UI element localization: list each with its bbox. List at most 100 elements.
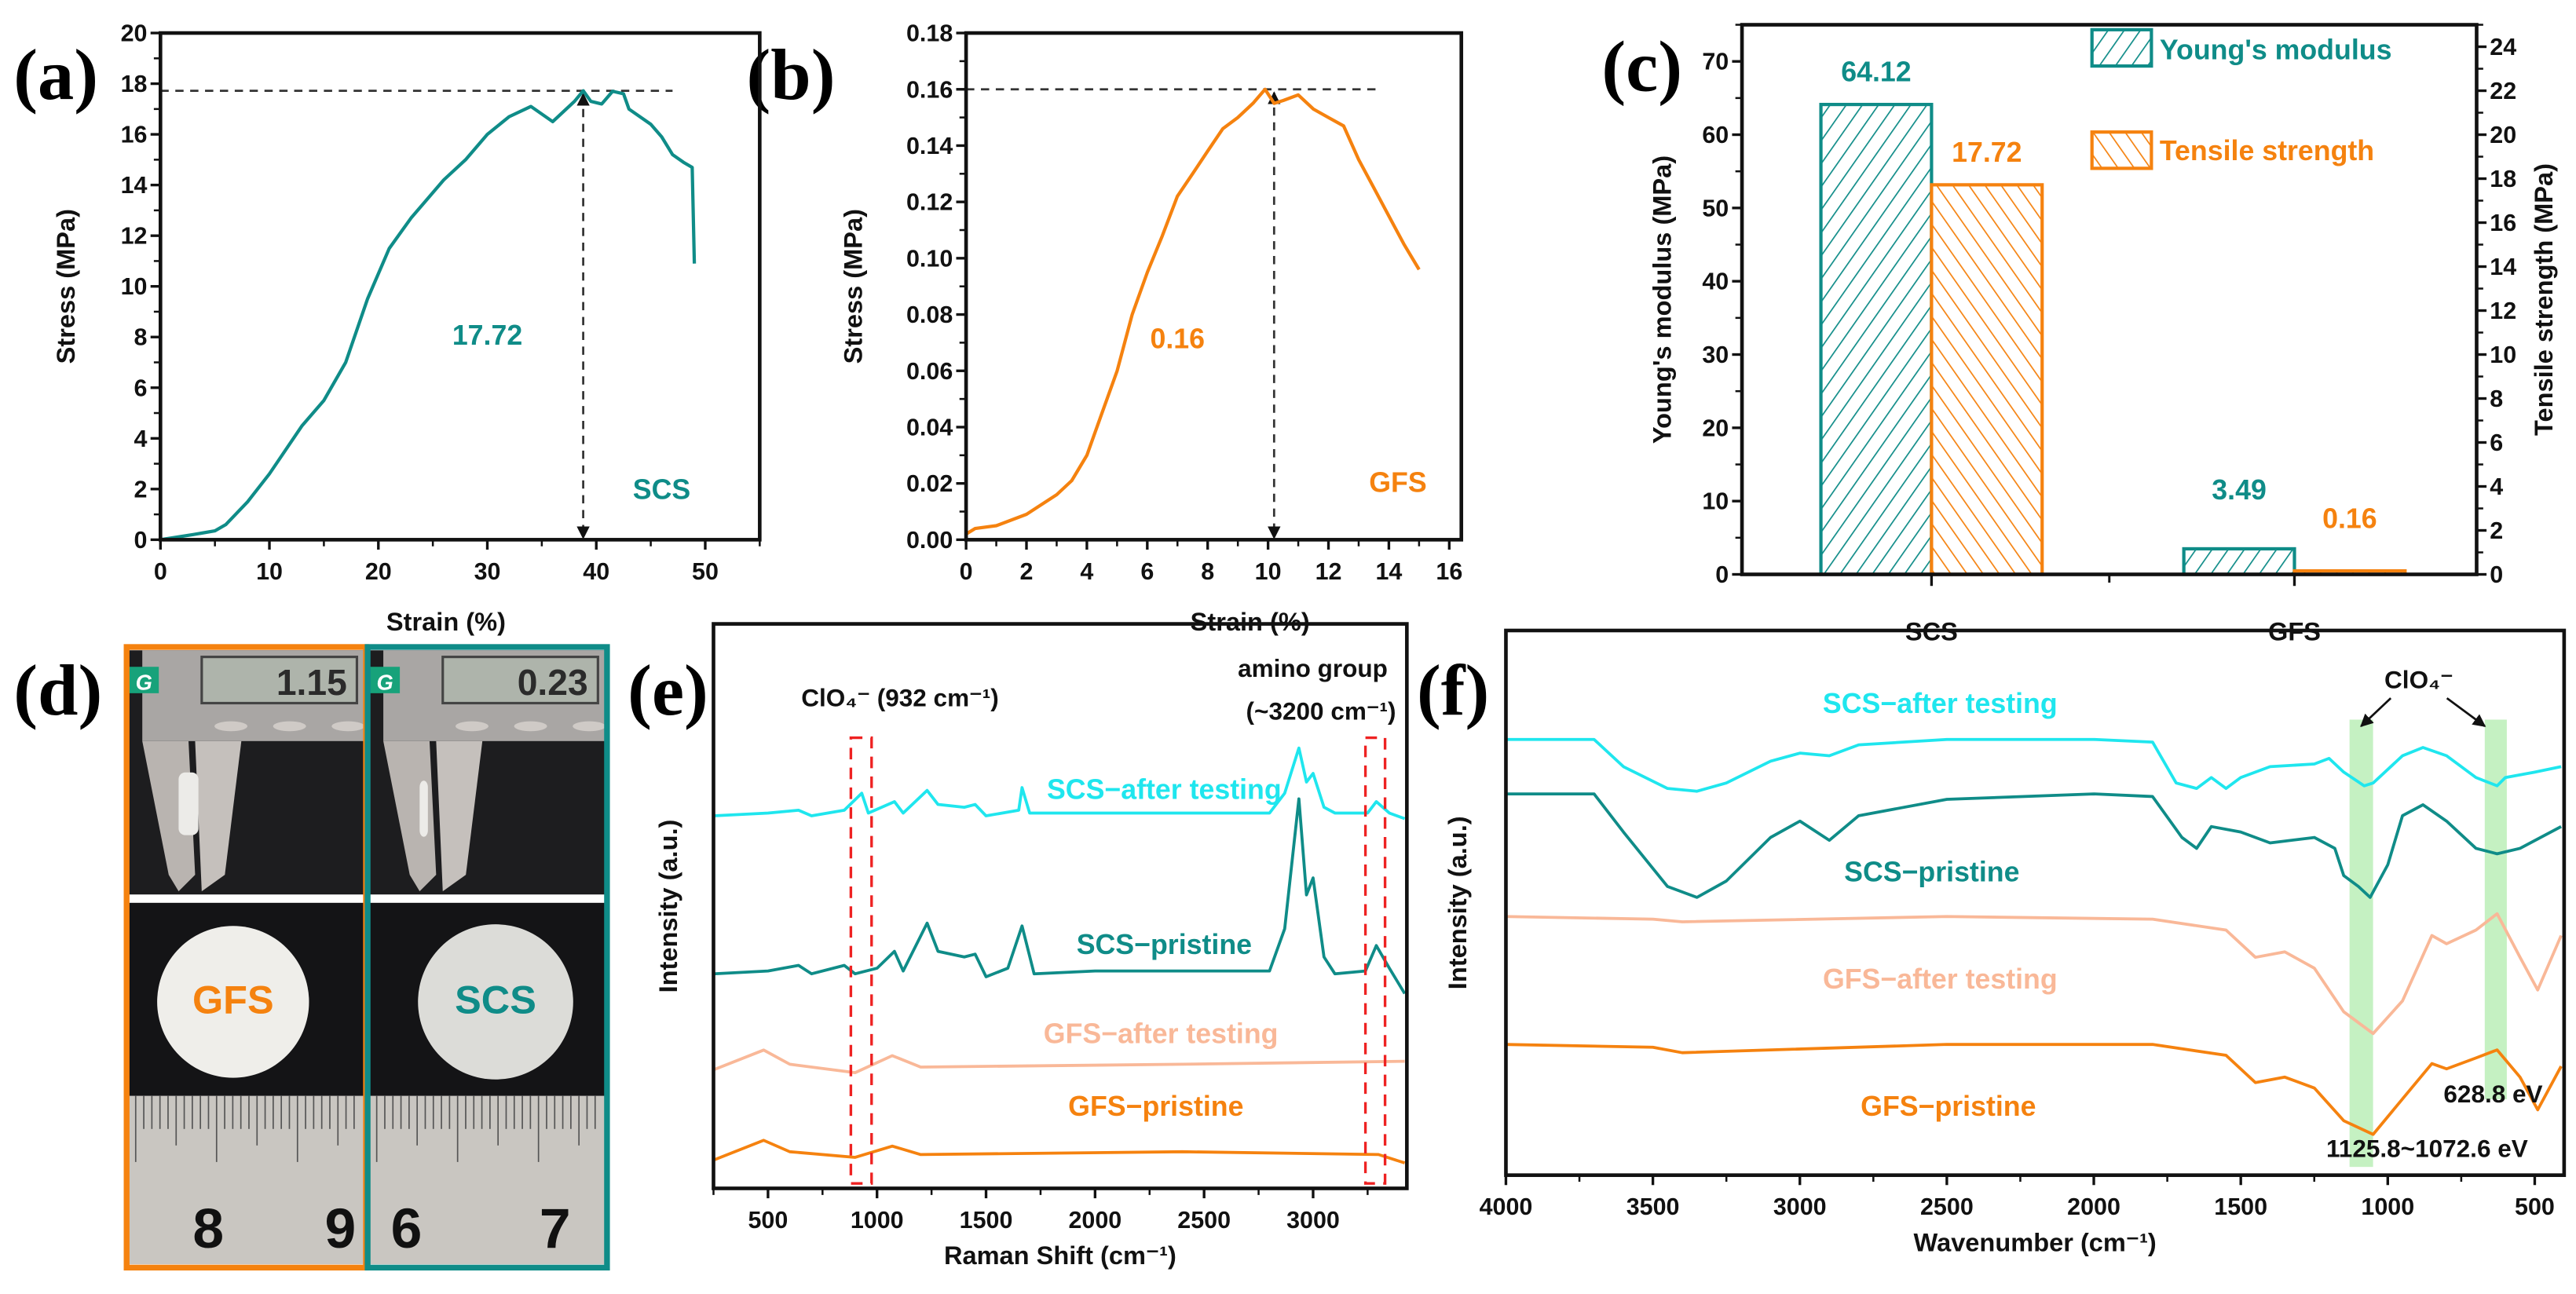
bar-youngs-modulus	[1819, 102, 1934, 576]
caliper-brand-logo: G	[377, 671, 393, 695]
panel-a: 0 10 20 30 40 50 0 2 4 6 8 10 12 14 16 18 20 17.72 SCS Stre…	[52, 20, 762, 636]
y2-tick-label: 0	[2490, 561, 2503, 588]
sample-disc	[418, 924, 573, 1080]
x-tick-label: 2500	[1177, 1207, 1231, 1234]
bar-value-label: 17.72	[1952, 137, 2022, 168]
y-tick-label: 12	[121, 223, 148, 250]
panel-label: (a)	[13, 35, 98, 115]
sample-label: SCS	[633, 474, 690, 506]
x-tick-label: 2	[1020, 558, 1034, 585]
caliper-reading: 1.15	[276, 662, 347, 703]
panel-label: (d)	[13, 651, 102, 731]
x-axis-label: Wavenumber (cm⁻¹)	[1914, 1228, 2157, 1256]
x-tick-label: 8	[1201, 558, 1214, 585]
annotation-band2: 628.8 eV	[2443, 1080, 2542, 1108]
x-axis-label: Raman Shift (cm⁻¹)	[944, 1241, 1176, 1270]
y-tick-label: 0.16	[906, 76, 953, 103]
x-tick-label: 50	[692, 558, 719, 585]
peak-value-label: 17.72	[452, 320, 522, 351]
x-tick-label: 20	[365, 558, 392, 585]
y-tick-label: 0.18	[906, 20, 953, 47]
caliper-reading: 0.23	[518, 662, 588, 703]
x-tick-label: 2000	[2067, 1193, 2120, 1220]
y-tick-label: 10	[1702, 488, 1729, 515]
y2-tick-label: 24	[2490, 34, 2516, 60]
x-tick-label: 3000	[1286, 1207, 1340, 1234]
x-tick-label: 10	[256, 558, 283, 585]
x-tick-label: 16	[1436, 558, 1462, 585]
x-tick-label: 10	[1255, 558, 1282, 585]
series-label: GFS−pristine	[1068, 1091, 1243, 1122]
y-tick-label: 6	[134, 375, 148, 401]
y-tick-label: 20	[121, 20, 148, 47]
highlight-band	[2349, 719, 2373, 1168]
spectrum-line	[1506, 737, 2562, 793]
y2-tick-label: 6	[2490, 430, 2503, 456]
y-tick-label: 2	[134, 476, 148, 503]
y-tick-label: 0.08	[906, 302, 953, 328]
spectrum-line	[1506, 1043, 2563, 1136]
annotation-band1: 1125.8~1072.6 eV	[2326, 1135, 2528, 1163]
y-tick-label: 18	[121, 71, 148, 97]
y-tick-label: 0.02	[906, 470, 953, 497]
sample-disc	[157, 926, 309, 1078]
x-tick-label: 4000	[1480, 1193, 1533, 1220]
x-tick-label: 1500	[960, 1207, 1013, 1234]
x-axis-label: Strain (%)	[386, 608, 506, 636]
y-tick-label: 70	[1702, 49, 1729, 75]
sample-label: SCS	[455, 978, 536, 1022]
peak-value-label: 0.16	[1151, 324, 1206, 355]
x-tick-label: 14	[1375, 558, 1402, 585]
x-tick-label: 500	[748, 1207, 788, 1234]
caliper-button	[331, 721, 365, 732]
figure-panels: (a) (b) (c)(d) (e) (f)0 10 20 30 40 5002468101214…	[13, 20, 2567, 1271]
spectrum-line	[1506, 912, 2563, 1036]
y-tick-label: 16	[121, 122, 148, 148]
y2-tick-label: 18	[2490, 166, 2516, 192]
y-tick-label: 0.00	[906, 527, 953, 554]
sample-edge	[419, 780, 428, 837]
y2-axis-label: Tensile strength (MPa)	[2530, 163, 2558, 436]
y-tick-label: 30	[1702, 342, 1729, 368]
y-axis-label: Young's modulus (MPa)	[1648, 155, 1677, 444]
annotation-amino: amino group	[1238, 654, 1388, 682]
y2-tick-label: 8	[2490, 386, 2503, 412]
y2-tick-label: 4	[2490, 473, 2503, 500]
panel-e: SCS−after testing SCS−pristine GFS−after t…	[654, 622, 1409, 1270]
caliper-lcd	[200, 656, 359, 705]
y-tick-label: 14	[121, 172, 148, 199]
photo-gfs: G 1.15 GFS 8 9	[123, 644, 369, 1271]
y-tick-label: 8	[134, 324, 148, 351]
y-axis-label: Stress (MPa)	[52, 209, 80, 364]
legend-swatch-youngs-modulus	[2090, 27, 2153, 68]
series-label: SCS−after testing	[1823, 688, 2058, 719]
y2-tick-label: 20	[2490, 122, 2516, 148]
x-tick-label: 12	[1315, 558, 1342, 585]
y-axis-label: Intensity (a.u.)	[654, 820, 682, 993]
series-label: SCS−pristine	[1077, 929, 1252, 960]
caliper-lcd	[441, 656, 599, 705]
series-label: GFS−pristine	[1861, 1091, 2036, 1122]
panel-label: (c)	[1601, 27, 1682, 108]
x-tick-label: 30	[474, 558, 501, 585]
bar-value-label: 3.49	[2212, 474, 2267, 506]
bar-value-label: 0.16	[2322, 503, 2377, 534]
series-label: SCS−pristine	[1844, 856, 2019, 887]
caliper-brand-logo: G	[136, 671, 152, 695]
annotation-clo4: ClO₄⁻ (932 cm⁻¹)	[801, 684, 998, 712]
plot-frame	[158, 31, 762, 542]
y2-tick-label: 22	[2490, 78, 2516, 104]
ruler-number: 8	[192, 1197, 224, 1260]
ruler-number: 7	[540, 1197, 571, 1260]
bar-tensile-strength	[1930, 183, 2044, 576]
highlight-band	[2484, 719, 2507, 1099]
sample-label: GFS	[1369, 466, 1426, 498]
x-tick-label: 1500	[2214, 1193, 2267, 1220]
y-tick-label: 20	[1702, 415, 1729, 441]
caliper-jaw	[195, 740, 242, 892]
panel-label: (e)	[628, 651, 708, 731]
y-tick-label: 0.10	[906, 245, 953, 272]
panel-label: (f)	[1417, 651, 1489, 731]
series-label: GFS−after testing	[1823, 963, 2058, 995]
caliper-button	[514, 721, 547, 732]
